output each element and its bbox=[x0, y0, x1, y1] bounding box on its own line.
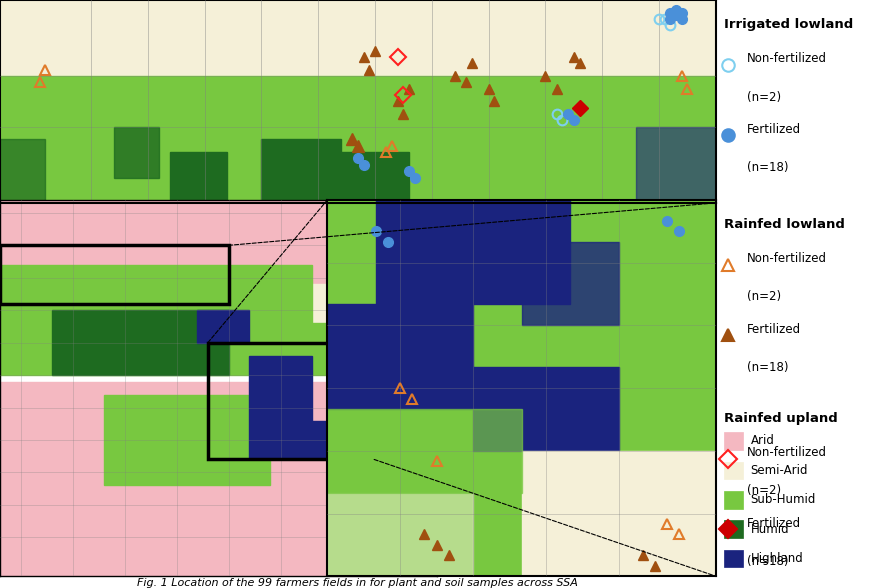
Polygon shape bbox=[0, 382, 436, 576]
Polygon shape bbox=[0, 323, 436, 375]
Text: Fertilized: Fertilized bbox=[747, 323, 801, 336]
Polygon shape bbox=[271, 420, 333, 459]
Bar bbox=[724, 432, 743, 450]
Bar bbox=[473, 367, 619, 451]
Text: Non-fertilized: Non-fertilized bbox=[747, 52, 828, 65]
Text: Humid: Humid bbox=[751, 523, 789, 536]
Polygon shape bbox=[113, 127, 159, 178]
Bar bbox=[724, 550, 743, 567]
Text: Sub-Humid: Sub-Humid bbox=[751, 493, 815, 506]
Bar bbox=[724, 520, 743, 538]
Bar bbox=[724, 491, 743, 509]
Polygon shape bbox=[0, 139, 45, 203]
Text: (n=18): (n=18) bbox=[747, 361, 789, 374]
Polygon shape bbox=[250, 356, 312, 459]
Bar bbox=[327, 305, 473, 409]
Text: (n=2): (n=2) bbox=[747, 91, 781, 103]
Text: Irrigated lowland: Irrigated lowland bbox=[724, 18, 853, 31]
Text: Non-fertilized: Non-fertilized bbox=[747, 446, 828, 459]
Polygon shape bbox=[0, 284, 436, 330]
Text: Fertilized: Fertilized bbox=[747, 123, 801, 136]
Bar bbox=[521, 242, 619, 325]
Text: (n=2): (n=2) bbox=[747, 485, 781, 497]
Bar bbox=[0, 0, 716, 76]
Text: (n=18): (n=18) bbox=[747, 555, 789, 568]
Bar bbox=[327, 493, 473, 576]
Text: Fig. 1 Location of the 99 farmers fields in for plant and soil samples across SS: Fig. 1 Location of the 99 farmers fields… bbox=[137, 578, 579, 588]
Bar bbox=[0, 76, 716, 152]
Polygon shape bbox=[104, 395, 271, 486]
Text: (n=2): (n=2) bbox=[747, 290, 781, 303]
Bar bbox=[0, 245, 229, 304]
Text: Arid: Arid bbox=[751, 435, 774, 447]
Polygon shape bbox=[0, 200, 436, 290]
Polygon shape bbox=[261, 139, 340, 203]
Bar bbox=[724, 462, 743, 479]
Text: Rainfed lowland: Rainfed lowland bbox=[724, 218, 844, 230]
Bar bbox=[376, 200, 570, 305]
Text: (n=18): (n=18) bbox=[747, 161, 789, 174]
Bar bbox=[636, 127, 716, 203]
Polygon shape bbox=[340, 152, 409, 203]
Text: Rainfed upland: Rainfed upland bbox=[724, 412, 837, 425]
Polygon shape bbox=[0, 127, 91, 203]
Text: Semi-Arid: Semi-Arid bbox=[751, 464, 808, 477]
Bar bbox=[208, 343, 375, 459]
Polygon shape bbox=[0, 265, 312, 356]
Polygon shape bbox=[170, 152, 227, 203]
Text: Highland: Highland bbox=[751, 552, 803, 565]
Bar bbox=[521, 451, 716, 576]
Polygon shape bbox=[52, 310, 229, 375]
Text: Non-fertilized: Non-fertilized bbox=[747, 252, 828, 265]
Bar bbox=[327, 409, 522, 493]
Polygon shape bbox=[197, 310, 250, 343]
Text: Fertilized: Fertilized bbox=[747, 517, 801, 530]
